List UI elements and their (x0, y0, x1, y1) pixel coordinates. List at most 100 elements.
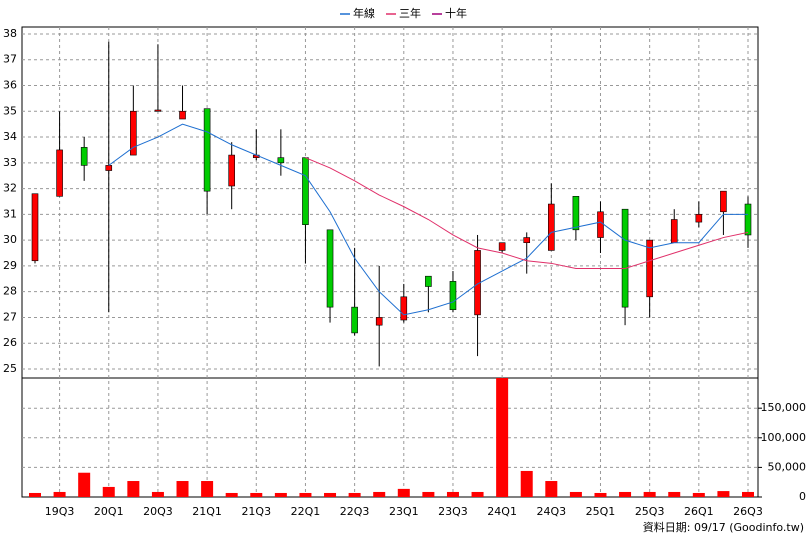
volume-bar (471, 491, 484, 497)
x-tick-label: 21Q1 (192, 505, 222, 518)
candle-body (621, 208, 629, 308)
series-line (305, 157, 749, 269)
volume-bar (274, 492, 287, 497)
volume-bar (151, 491, 164, 497)
y-tick-label: 35 (3, 104, 17, 117)
candle-body (449, 281, 457, 311)
y-tick-label: 29 (3, 259, 17, 272)
volume-bar (127, 481, 140, 497)
volume-bar (348, 492, 361, 497)
candle-body (375, 317, 383, 326)
candle-body (498, 242, 506, 251)
volume-bar (397, 488, 410, 497)
y2-tick-label: 150,000 (761, 401, 807, 414)
candle-body (203, 108, 211, 192)
x-tick-label: 24Q1 (487, 505, 517, 518)
candle-body (646, 239, 653, 298)
candle-body (695, 214, 703, 223)
volume-bar (176, 481, 189, 497)
volume-bar (569, 491, 582, 497)
y-tick-label: 28 (3, 285, 17, 298)
x-tick-label: 21Q3 (241, 505, 271, 518)
candle-body (326, 229, 334, 308)
y-tick-label: 37 (3, 53, 17, 66)
y2-tick-label: 100,000 (761, 431, 807, 444)
volume-bar (225, 492, 238, 497)
candle-body (130, 110, 137, 156)
volume-bar (250, 492, 263, 497)
volume-bar (102, 486, 115, 497)
y2-tick-label: 50,000 (768, 460, 807, 473)
footer: 資料日期: 09/17 (Goodinfo.tw) (643, 520, 804, 534)
y-tick-label: 33 (3, 156, 17, 169)
x-tick-label: 24Q3 (536, 505, 566, 518)
candle-body (400, 296, 408, 321)
volume-bar (53, 491, 66, 497)
volume-bar (446, 491, 459, 497)
x-tick-label: 20Q3 (143, 505, 173, 518)
volume-bar (692, 492, 705, 497)
y-tick-label: 26 (3, 336, 17, 349)
plot-frame (21, 26, 759, 498)
candle-body (548, 203, 555, 251)
volume-bar (373, 491, 386, 497)
volume-bar (594, 492, 607, 497)
candle-body (670, 219, 678, 244)
candle-body (228, 154, 235, 187)
legend-label: 三年 (399, 6, 421, 20)
y2-tick-label: 0 (799, 490, 806, 503)
legend-label: 年線 (353, 6, 375, 20)
candle-body (105, 165, 113, 171)
y-tick-label: 27 (3, 310, 17, 323)
volume-bar (299, 492, 312, 497)
candle-body (56, 149, 63, 197)
x-tick-label: 22Q3 (340, 505, 370, 518)
legend-label: 十年 (445, 6, 467, 20)
candle-body (572, 196, 580, 231)
volume-bar (520, 470, 533, 497)
volume-bar (201, 481, 214, 497)
x-tick-label: 26Q1 (684, 505, 714, 518)
y-tick-label: 36 (3, 79, 17, 92)
candle-body (597, 211, 604, 238)
volume-bar (78, 472, 91, 497)
x-tick-label: 23Q3 (438, 505, 468, 518)
candle-body (31, 193, 39, 262)
volume-bar (643, 491, 656, 497)
candle-body (744, 203, 752, 236)
y-tick-label: 31 (3, 207, 17, 220)
candle-body (179, 110, 186, 120)
x-tick-label: 25Q1 (586, 505, 616, 518)
volume-bar (496, 378, 509, 497)
candle-body (80, 147, 88, 166)
y-tick-label: 34 (3, 130, 17, 143)
y-tick-label: 25 (3, 362, 17, 375)
volume-bar (545, 481, 558, 497)
volume-bar (619, 491, 632, 497)
volume-bar (29, 492, 41, 497)
series-line (108, 123, 748, 316)
candle-body (351, 306, 358, 334)
x-tick-label: 22Q1 (291, 505, 321, 518)
candle-body (720, 190, 727, 213)
volume-bar (668, 491, 681, 497)
volume-bar (324, 492, 337, 497)
candle-body (523, 237, 531, 244)
candle-body (154, 109, 162, 112)
candle-body (302, 157, 309, 225)
x-tick-label: 20Q1 (94, 505, 124, 518)
x-tick-label: 25Q3 (635, 505, 665, 518)
volume-bar (742, 491, 754, 497)
x-tick-label: 23Q1 (389, 505, 419, 518)
y-tick-label: 32 (3, 182, 17, 195)
legend: 年線 三年 十年 (340, 6, 467, 20)
x-tick-label: 26Q3 (733, 505, 763, 518)
volume-bar (422, 491, 435, 497)
x-tick-label: 19Q3 (45, 505, 75, 518)
y-tick-label: 30 (3, 233, 17, 246)
y-tick-label: 38 (3, 27, 17, 40)
candle-body (425, 275, 432, 287)
candle-body (277, 157, 285, 164)
volume-bar (717, 491, 730, 497)
